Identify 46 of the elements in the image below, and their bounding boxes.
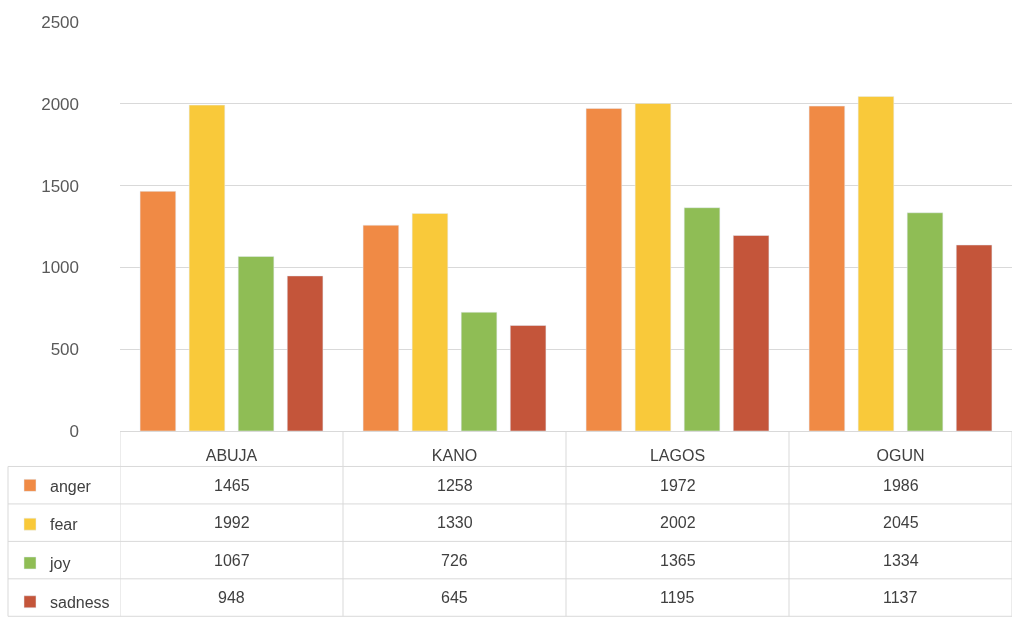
bar: [188, 104, 226, 431]
data-label: 1465: [214, 477, 250, 494]
y-tick-label: 2000: [41, 94, 79, 114]
data-label: 726: [441, 552, 468, 569]
bar: [362, 224, 399, 431]
data-label: 1992: [214, 514, 250, 531]
data-label: 1986: [883, 477, 919, 494]
y-tick-label: 500: [50, 340, 79, 360]
data-label: 2045: [883, 514, 919, 531]
bar: [857, 96, 895, 431]
bar: [956, 244, 993, 431]
data-label: 948: [218, 589, 245, 606]
x-tick-label: KANO: [431, 447, 478, 465]
data-label: 1330: [437, 514, 473, 531]
legend-label: sadness: [50, 593, 110, 611]
bar: [287, 275, 324, 431]
x-tick-label: OGUN: [876, 447, 925, 465]
legend-label: anger: [50, 477, 92, 495]
data-label: 1365: [660, 552, 696, 569]
bar: [237, 256, 275, 431]
bar: [733, 235, 770, 431]
bar: [634, 103, 672, 431]
y-tick-label: 2500: [41, 12, 79, 32]
data-label: 1137: [883, 589, 918, 606]
bar: [906, 212, 944, 431]
bar: [139, 191, 176, 431]
data-label: 1067: [214, 552, 250, 569]
data-label: 1195: [660, 589, 695, 606]
data-label: 645: [441, 589, 468, 606]
bar: [683, 207, 721, 431]
data-label: 1258: [437, 477, 473, 494]
data-label: 1972: [660, 477, 696, 494]
x-tick-label: ABUJA: [205, 447, 258, 465]
bar: [510, 325, 547, 431]
bar: [808, 105, 845, 431]
data-label: 2002: [660, 514, 696, 531]
bar: [585, 108, 622, 431]
legend-label: fear: [50, 516, 79, 534]
bar: [411, 213, 449, 431]
bar: [460, 311, 498, 431]
y-tick-label: 1000: [41, 258, 79, 278]
data-label: 1334: [883, 552, 919, 569]
y-tick-label: 1500: [41, 176, 79, 196]
x-tick-label: LAGOS: [649, 447, 706, 465]
y-tick-label: 0: [69, 421, 79, 441]
legend-label: joy: [49, 555, 71, 573]
